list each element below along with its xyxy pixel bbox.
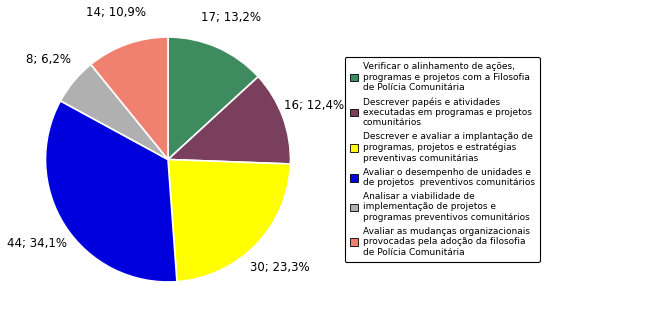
Wedge shape [46,101,177,282]
Text: 16; 12,4%: 16; 12,4% [284,99,344,112]
Text: 17; 13,2%: 17; 13,2% [200,11,261,24]
Text: 8; 6,2%: 8; 6,2% [26,54,71,66]
Text: 30; 23,3%: 30; 23,3% [250,261,310,274]
Wedge shape [168,37,258,160]
Wedge shape [91,37,168,160]
Text: 44; 34,1%: 44; 34,1% [7,237,67,250]
Legend: Verificar o alinhamento de ações,
programas e projetos com a Filosofia
de Políci: Verificar o alinhamento de ações, progra… [345,57,540,262]
Wedge shape [168,77,290,164]
Wedge shape [60,64,168,160]
Wedge shape [168,160,290,282]
Text: 14; 10,9%: 14; 10,9% [86,6,146,19]
